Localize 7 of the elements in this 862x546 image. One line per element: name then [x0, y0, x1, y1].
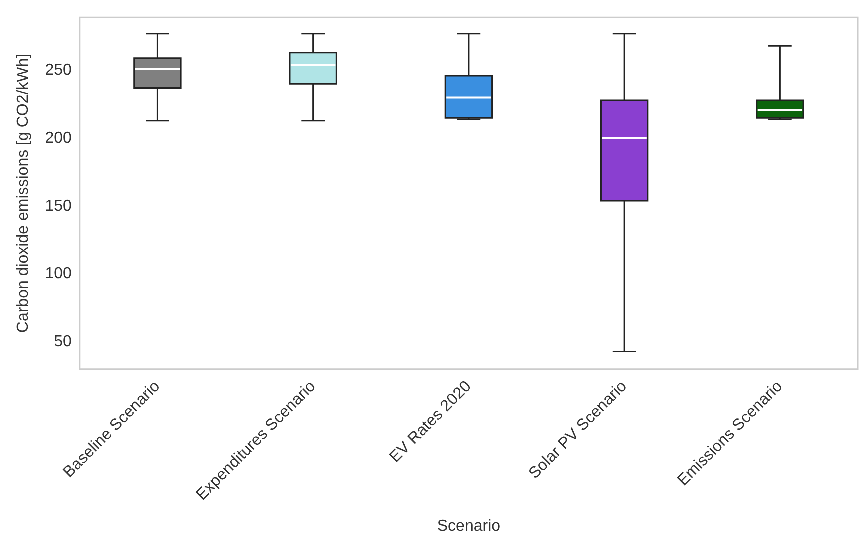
- y-axis-title: Carbon dioxide emissions [g CO2/kWh]: [15, 54, 32, 334]
- y-tick-label: 150: [45, 198, 72, 215]
- x-axis-title: Scenario: [437, 518, 501, 535]
- y-tick-label: 50: [54, 334, 72, 351]
- y-tick-label: 200: [45, 130, 72, 147]
- y-tick-label: 250: [45, 62, 72, 79]
- y-tick-label: 100: [45, 266, 72, 283]
